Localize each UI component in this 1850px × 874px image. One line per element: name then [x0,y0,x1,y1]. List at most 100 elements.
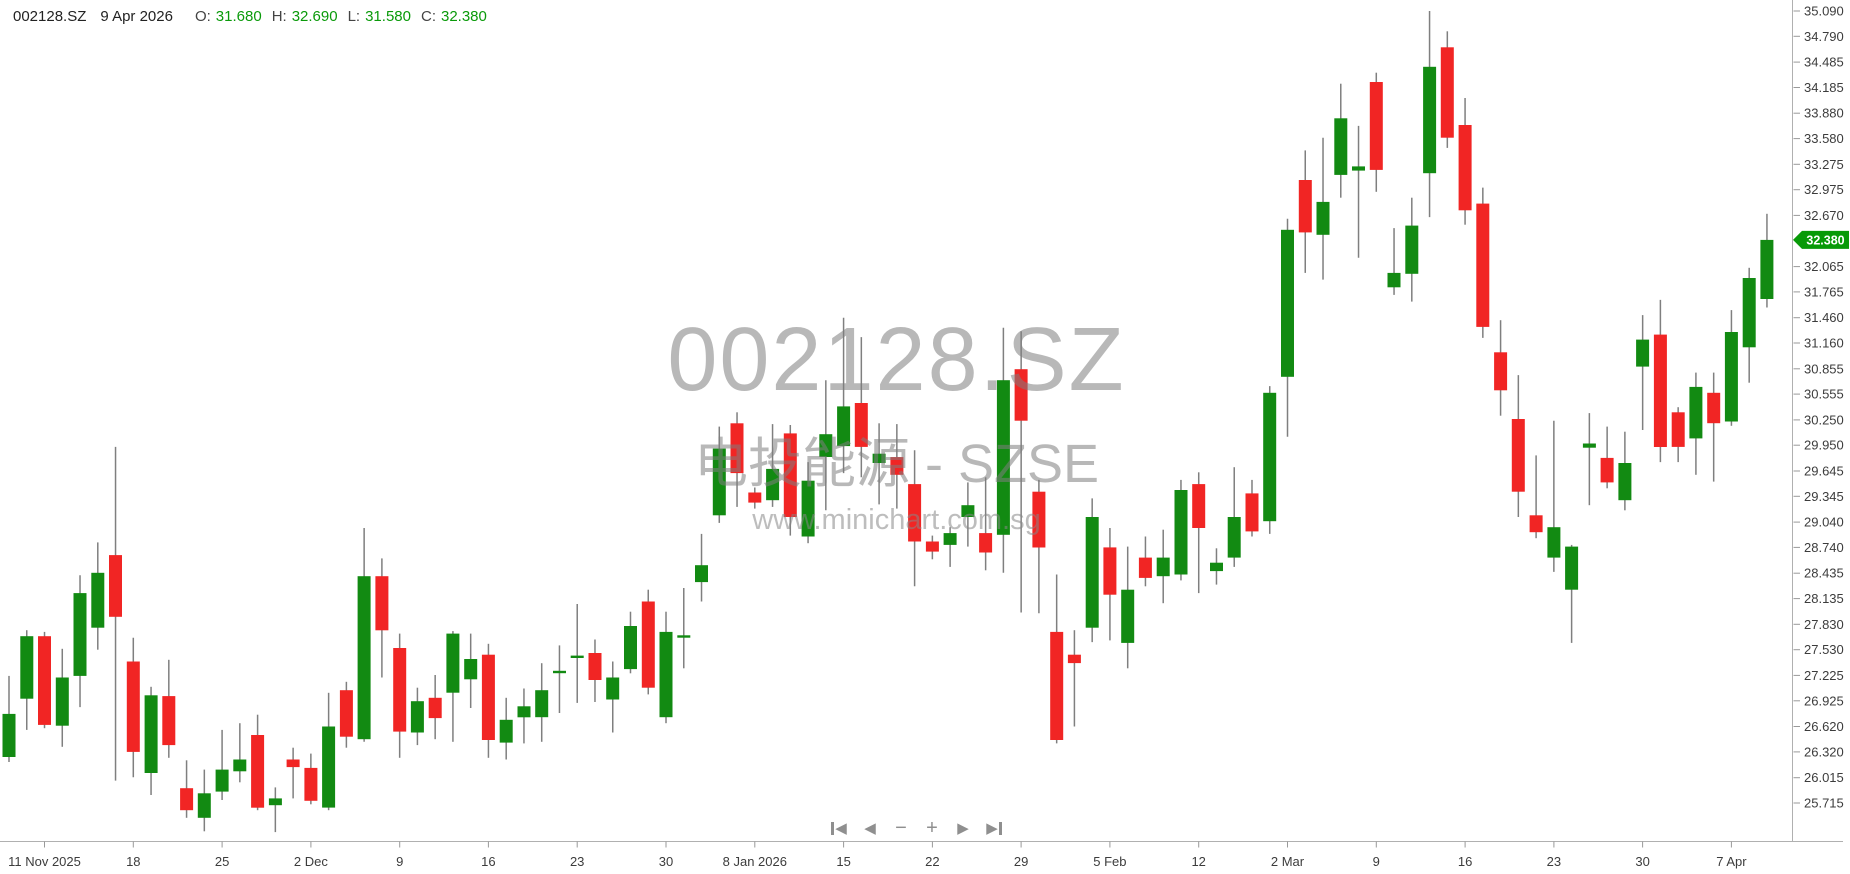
price-axis-label: 30.855 [1804,361,1844,376]
candle-body [748,492,762,503]
candle-body [1511,419,1525,492]
date-axis-label: 23 [1547,854,1561,869]
candle-body [91,572,105,628]
candle-body [197,793,211,818]
candle-body [144,695,158,773]
candle-body [1760,239,1774,299]
date-axis-label: 7 Apr [1716,854,1747,869]
candle-body [1085,517,1099,628]
candle-body [1032,491,1046,548]
zoom-out-icon[interactable]: − [895,817,907,839]
candle-body [1458,125,1472,211]
symbol-text: 002128.SZ [13,8,87,25]
candle-body [979,533,993,553]
candle-body [1369,82,1383,170]
candle-body [1067,654,1081,664]
zoom-in-icon[interactable]: + [926,817,938,839]
candle-body [872,453,886,463]
candle-body [1263,392,1277,522]
date-axis-label: 25 [215,854,229,869]
price-axis-label: 26.620 [1804,719,1844,734]
price-axis-label: 28.135 [1804,591,1844,606]
price-axis-label: 31.460 [1804,310,1844,325]
candle-body [890,457,904,475]
candle-body [1227,517,1241,558]
candle-body [766,468,780,501]
date-axis-label: 16 [1458,854,1472,869]
candle-body [1724,332,1738,422]
date-axis-label: 8 Jan 2026 [723,854,787,869]
candle-body [109,555,122,617]
candle-body [251,735,265,808]
low-value: 31.580 [365,8,411,25]
candle-body [322,726,336,808]
candle-body [535,690,549,718]
candle-body [624,626,637,670]
price-axis-label: 34.185 [1804,80,1844,95]
candle-body [180,788,194,811]
price-axis-label: 28.435 [1804,566,1844,581]
candle-body [517,706,531,718]
price-axis-label: 32.670 [1804,208,1844,223]
candle-body [446,633,460,693]
price-axis-label: 29.040 [1804,515,1844,530]
candle-body [1050,631,1064,740]
price-axis-label: 33.880 [1804,106,1844,121]
candle-body [1121,589,1135,643]
candle-body [695,565,708,583]
date-axis-label: 30 [659,854,673,869]
skip-to-end-icon[interactable]: ▶ [985,816,1003,840]
candle-body [1742,278,1756,348]
candle-body [215,769,229,792]
candle-body [428,697,442,719]
open-label: O: [194,8,211,25]
pan-right-icon[interactable]: ▶ [957,819,969,837]
date-axis-label: 2 Mar [1271,854,1305,869]
candle-body [801,480,815,537]
candle-body [499,719,513,743]
price-axis-label: 33.580 [1804,131,1844,146]
date-axis-label: 30 [1635,854,1649,869]
candle-body [553,670,566,674]
date-axis-label: 15 [836,854,850,869]
pan-left-icon[interactable]: ◀ [864,819,876,837]
candle-body [375,576,389,631]
price-axis-label: 31.160 [1804,336,1844,351]
candle-body [1103,547,1117,595]
candle-body [393,648,407,732]
candle-body [126,661,140,752]
candle-body [1138,557,1152,578]
skip-to-start-icon[interactable]: ◀ [830,816,848,840]
candle-body [943,533,957,545]
candle-body [339,690,353,737]
candle-body [854,403,868,447]
candle-body [1600,457,1614,483]
candle-body [1582,443,1596,448]
candle-body [570,655,584,658]
candle-body [819,434,833,457]
price-axis-label: 30.250 [1804,412,1844,427]
date-axis-label: 12 [1191,854,1205,869]
candle-body [55,677,69,726]
candle-body [286,759,300,768]
price-axis-label: 33.275 [1804,157,1844,172]
candle-body [1174,490,1188,575]
price-axis-label: 35.090 [1804,4,1844,19]
candle-body [908,484,922,542]
date-axis-label: 29 [1014,854,1028,869]
high-label: H: [271,8,287,25]
date-axis-label: 22 [925,854,939,869]
date-axis-label: 16 [481,854,495,869]
price-axis-label: 29.345 [1804,489,1844,504]
candle-body [73,593,87,676]
price-axis-label: 25.715 [1804,796,1844,811]
candle-body [1707,392,1721,424]
close-label: C: [420,8,436,25]
high-value: 32.690 [291,8,338,25]
date-axis-label: 9 [396,854,403,869]
candle-body [20,636,34,699]
price-axis-label: 34.790 [1804,29,1844,44]
candle-body [464,659,478,680]
